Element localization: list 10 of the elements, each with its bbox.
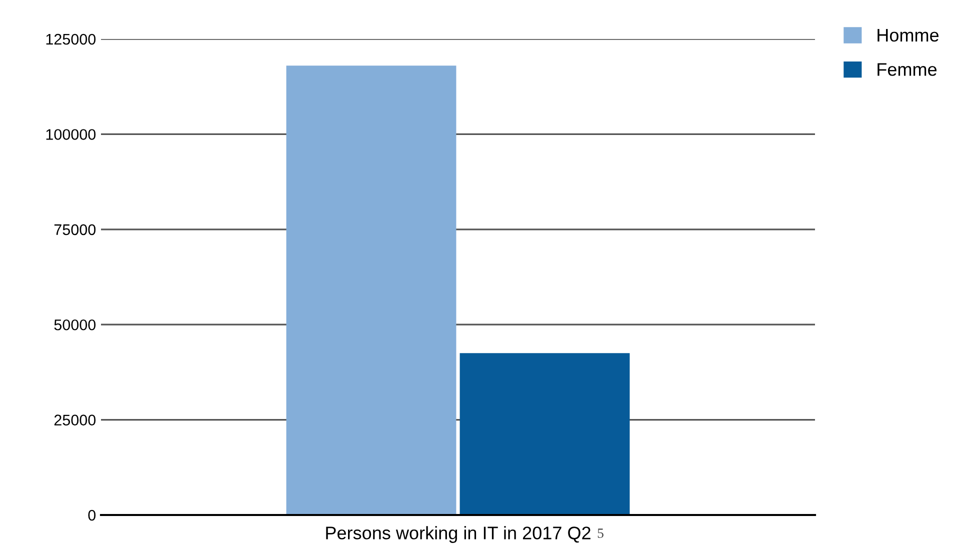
- text: 5: [598, 528, 604, 538]
- legend-label: Homme: [878, 29, 939, 42]
- y-tick-label: 25000: [54, 414, 96, 426]
- x-tick-label: Persons working in IT in 2017 Q2: [326, 526, 590, 543]
- y-tick-label: 0: [88, 510, 96, 521]
- y-tick-label: 100000: [46, 129, 96, 140]
- y-tick-label: 75000: [54, 224, 96, 236]
- y-tick-label: 50000: [54, 319, 96, 330]
- legend-label: Femme: [878, 63, 937, 76]
- y-tick-label: 125000: [46, 34, 96, 45]
